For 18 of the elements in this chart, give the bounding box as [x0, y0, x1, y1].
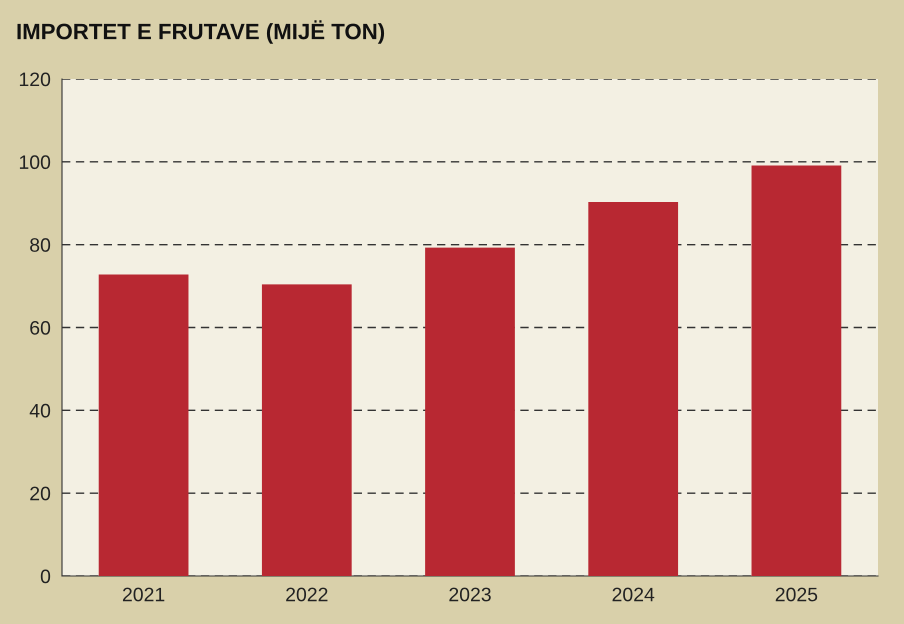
- y-tick-label: 20: [30, 486, 50, 500]
- bar: [262, 284, 352, 576]
- x-tick-label: 2025: [776, 588, 818, 602]
- x-tick-label: 2021: [122, 588, 164, 602]
- chart-title: IMPORTET E FRUTAVE (MIJË TON): [17, 20, 384, 44]
- y-tick-label: 0: [40, 569, 50, 584]
- x-tick-label: 2024: [612, 588, 654, 602]
- x-tick-label: 2022: [286, 588, 328, 602]
- y-tick-label: 100: [20, 155, 50, 170]
- y-tick-label: 60: [30, 320, 50, 335]
- y-tick-label: 120: [20, 72, 50, 86]
- bar: [98, 274, 188, 576]
- bar: [425, 248, 515, 576]
- bar: [588, 202, 678, 576]
- y-tick-label: 40: [30, 404, 50, 418]
- y-tick-label: 80: [30, 238, 50, 252]
- x-tick-label: 2023: [449, 588, 491, 602]
- bar: [752, 166, 842, 576]
